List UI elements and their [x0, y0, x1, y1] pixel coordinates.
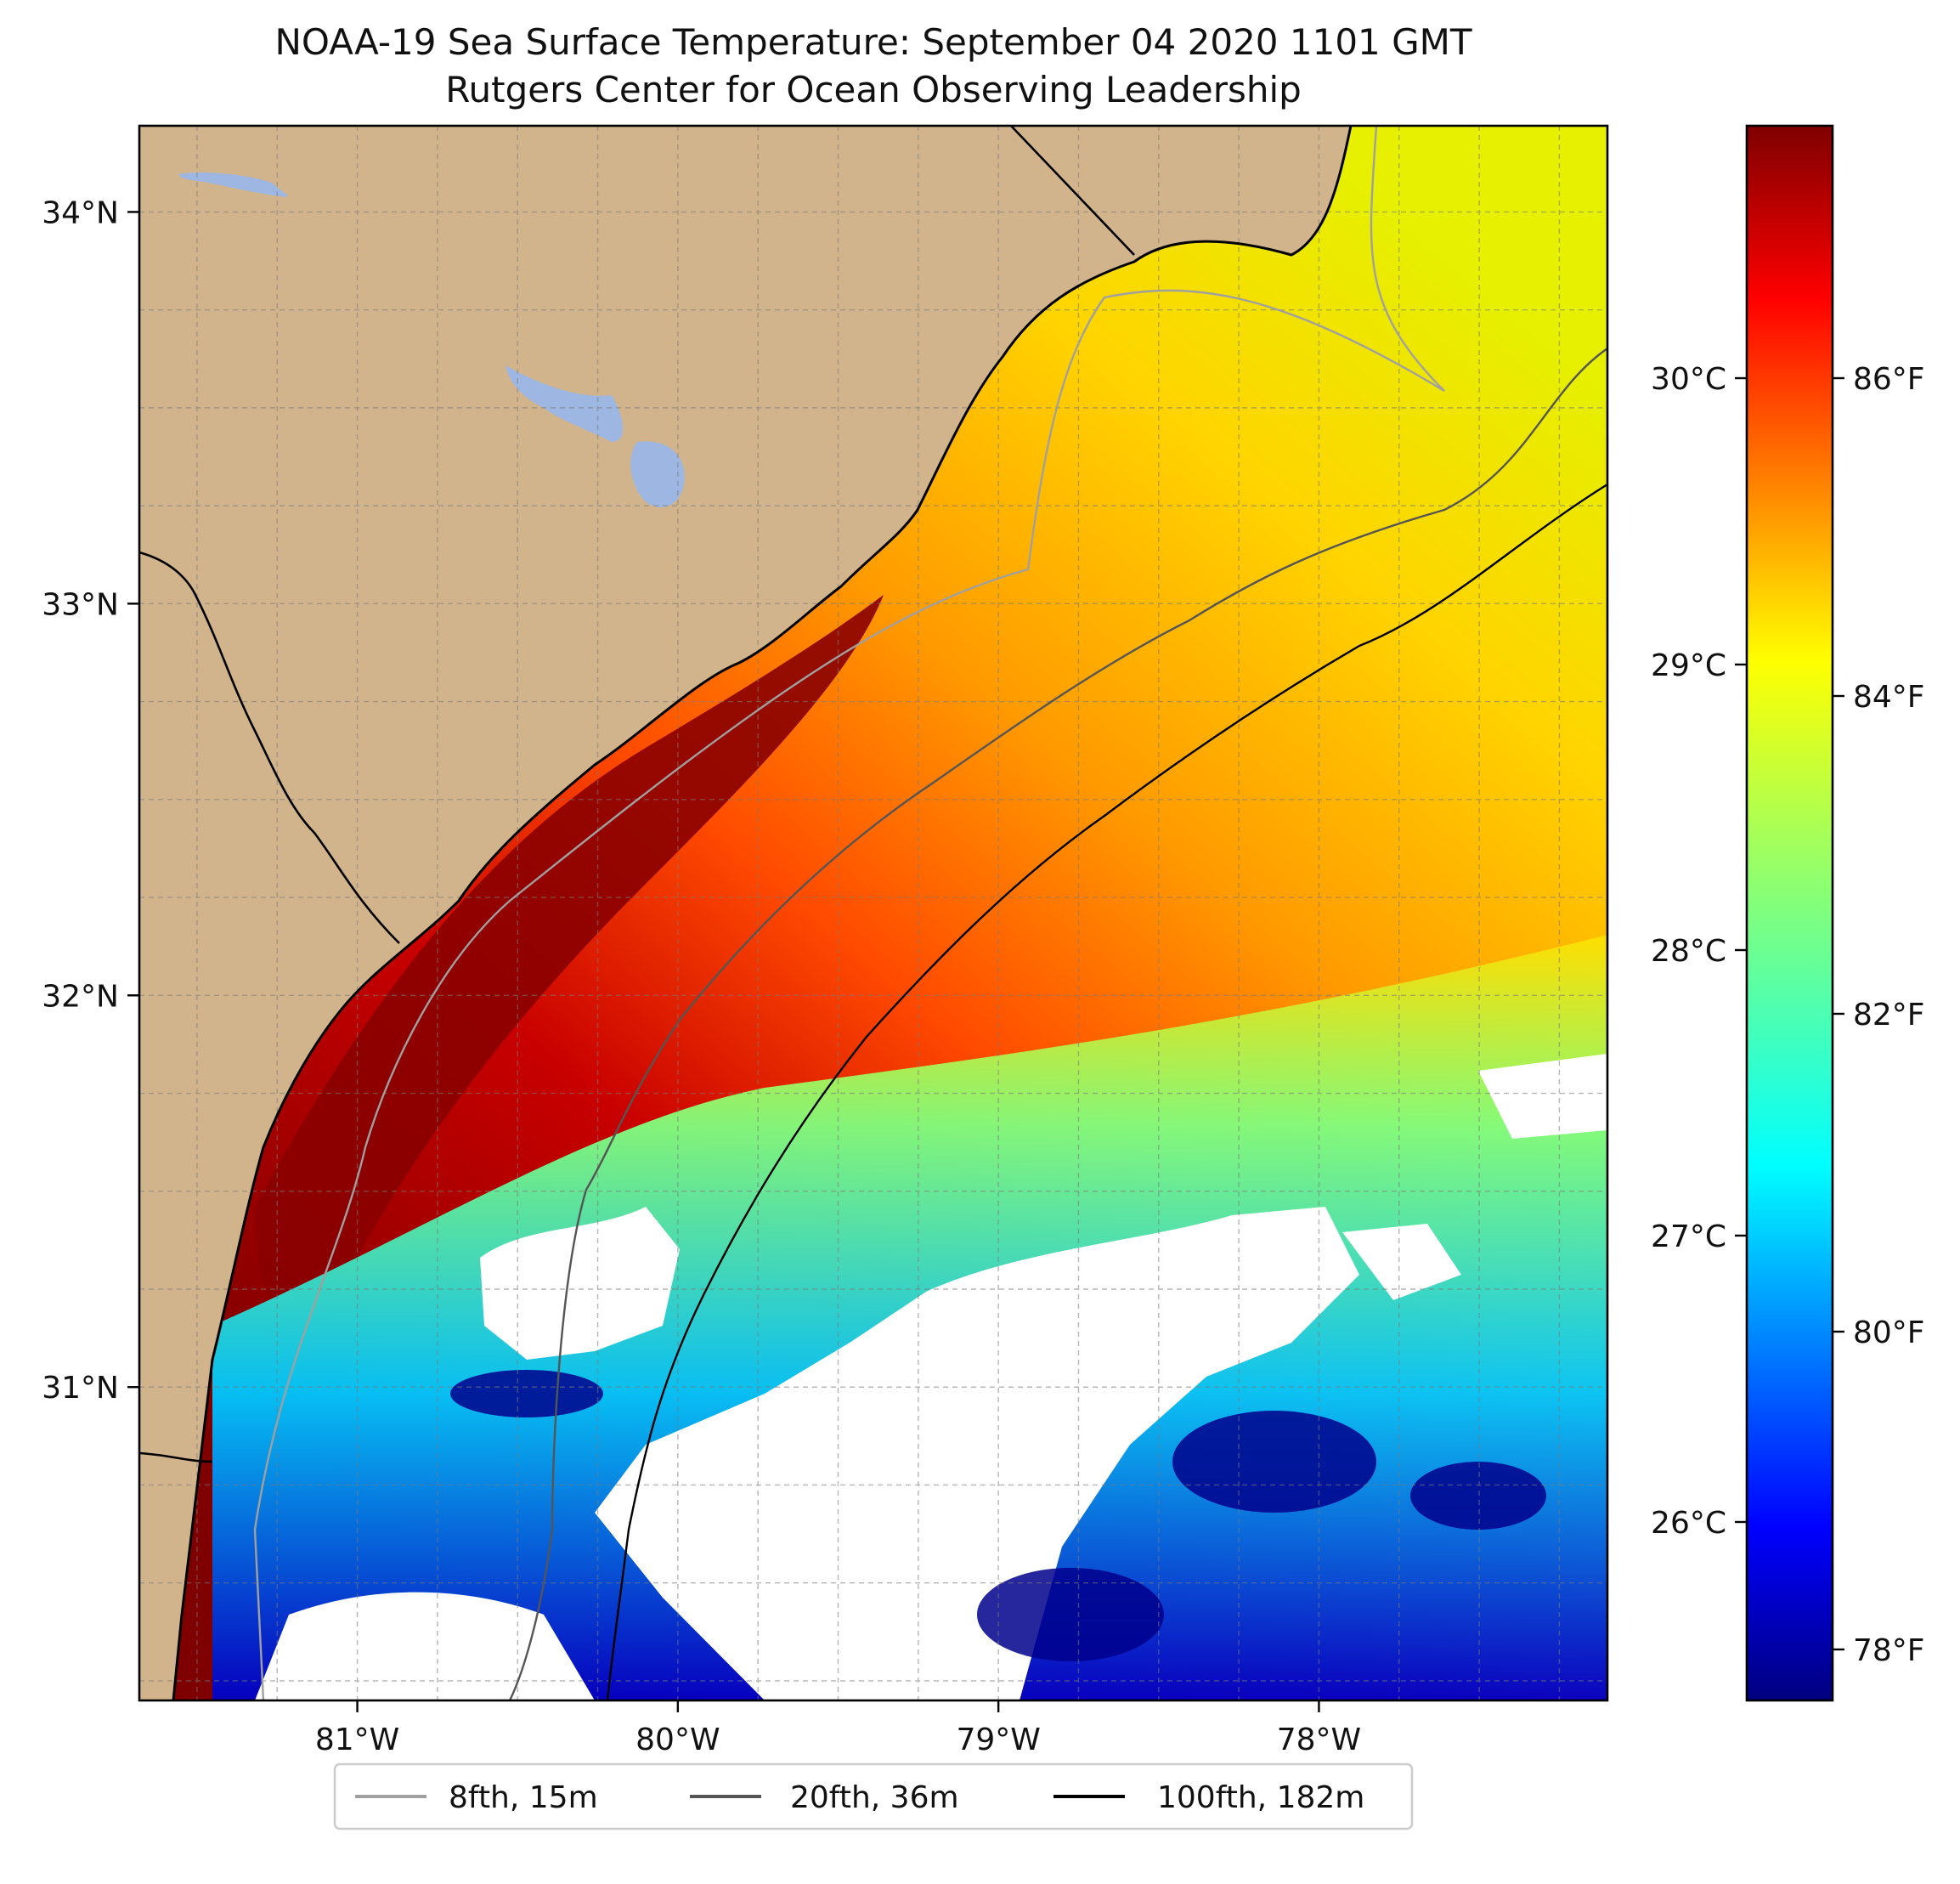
lat-tick-label: 31°N — [42, 1371, 119, 1406]
fahrenheit-tick-label: 82°F — [1853, 998, 1925, 1033]
celsius-tick-label: 28°C — [1651, 934, 1726, 969]
isobath-100fth — [606, 483, 1607, 1700]
lat-axis: 31°N 32°N 33°N 34°N — [42, 195, 139, 1406]
map-frame — [138, 124, 1609, 1702]
colorbar-fahrenheit-ticks: 86°F 84°F 82°F 80°F 78°F — [1833, 362, 1925, 1668]
celsius-tick-label: 27°C — [1651, 1219, 1726, 1254]
lake-marion — [506, 365, 624, 442]
lon-tick-label: 81°W — [315, 1723, 399, 1757]
coastline — [172, 126, 1353, 1700]
isobaths — [253, 126, 1607, 1700]
legend-box — [333, 1762, 1414, 1830]
celsius-tick-label: 29°C — [1651, 648, 1726, 683]
lon-tick-label: 79°W — [956, 1723, 1040, 1757]
colorbar: 30°C 29°C 28°C 27°C 26°C 86°F 84°F 82°F 80°F 78°… — [1651, 124, 1925, 1702]
celsius-tick-label: 26°C — [1651, 1506, 1726, 1541]
land-area — [139, 126, 1351, 1700]
fahrenheit-tick-label: 86°F — [1853, 362, 1925, 397]
cloud-mask — [255, 1054, 1607, 1700]
colorbar-gradient — [1745, 124, 1834, 1702]
state-borders — [139, 126, 1135, 1463]
legend-label-100fth: 100fth, 182m — [1157, 1780, 1364, 1815]
lat-tick-label: 33°N — [42, 587, 119, 622]
legend-label-20fth: 20fth, 36m — [790, 1780, 959, 1815]
lake-moultrie — [630, 441, 685, 507]
fahrenheit-tick-label: 80°F — [1853, 1315, 1925, 1350]
map-gridlines — [139, 126, 1607, 1700]
fahrenheit-tick-label: 78°F — [1853, 1633, 1925, 1668]
isobath-20fth — [508, 348, 1607, 1700]
lon-tick-label: 78°W — [1277, 1723, 1361, 1757]
sst-warm-core — [255, 595, 884, 1310]
map-panel — [139, 126, 1607, 1700]
title-line-1: NOAA-19 Sea Surface Temperature: Septemb… — [274, 21, 1471, 63]
cold-patches — [450, 1370, 1546, 1661]
lat-tick-label: 32°N — [42, 979, 119, 1014]
legend-label-8fth: 8fth, 15m — [449, 1780, 598, 1815]
colorbar-celsius-ticks: 30°C 29°C 28°C 27°C 26°C — [1651, 362, 1747, 1541]
lon-tick-label: 80°W — [635, 1723, 720, 1757]
legend: 8fth, 15m 20fth, 36m 100fth, 182m — [333, 1762, 1414, 1830]
title-line-2: Rutgers Center for Ocean Observing Leade… — [445, 69, 1302, 110]
celsius-tick-label: 30°C — [1651, 362, 1726, 397]
lon-axis: 81°W 80°W 79°W 78°W — [315, 1700, 1361, 1757]
fahrenheit-tick-label: 84°F — [1853, 680, 1925, 715]
isobath-8fth — [253, 126, 1445, 1700]
reservoir-north — [178, 173, 288, 197]
lat-tick-label: 34°N — [42, 195, 119, 230]
